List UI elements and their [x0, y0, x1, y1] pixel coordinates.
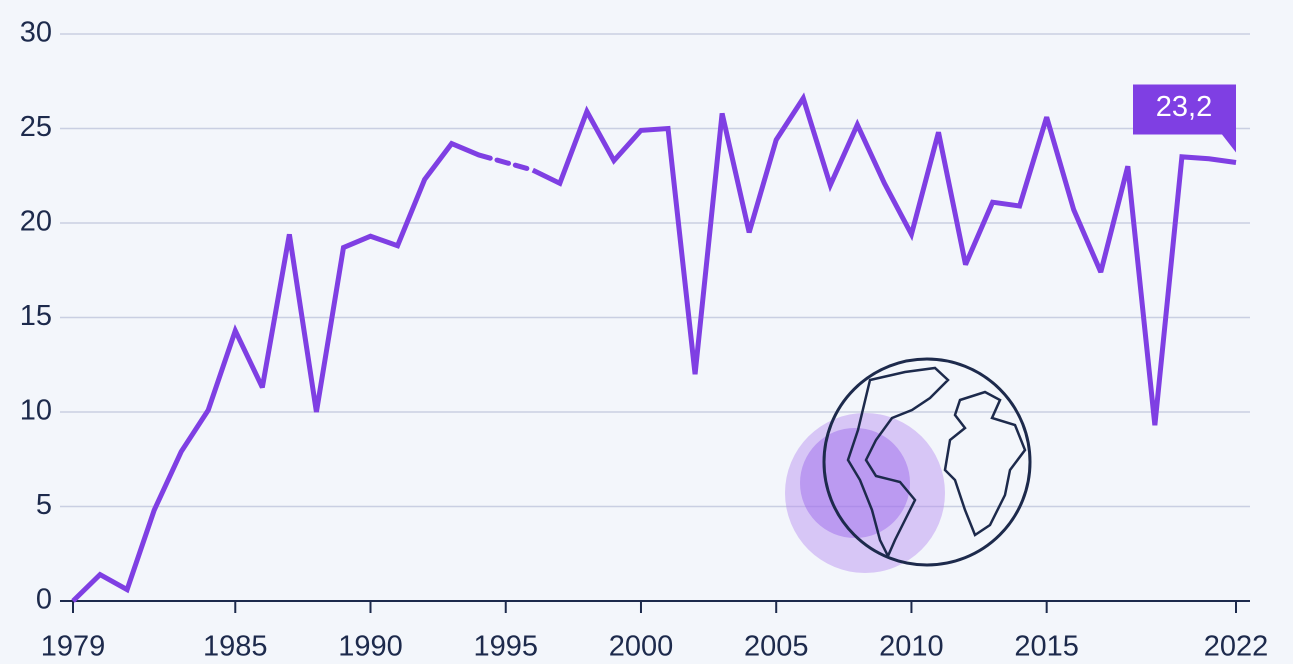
x-tick-label: 1979: [41, 631, 106, 663]
x-tick-label: 2000: [609, 631, 674, 663]
axes: 0 5 10 15 20 25 30 1979 1985 1990 1995 2000 2005 2010…: [20, 17, 1269, 663]
x-tick-label: 2010: [879, 631, 944, 663]
y-tick-label: 10: [20, 395, 52, 427]
value-label-box: [1133, 84, 1236, 153]
globe-halo: [800, 428, 910, 538]
y-tick-label: 25: [20, 111, 52, 143]
globe-africa-europe: [943, 390, 1027, 537]
x-tick-label: 2005: [744, 631, 809, 663]
globe-americas: [846, 366, 950, 559]
x-tick-label: 1985: [203, 631, 268, 663]
x-tick-label: 1990: [338, 631, 403, 663]
line-series: [71, 140, 480, 603]
x-tick-label: 2015: [1014, 631, 1079, 663]
line-series: [531, 92, 1237, 426]
y-tick-label: 5: [36, 489, 52, 521]
y-tick-label: 15: [20, 300, 52, 332]
x-tick-label: 2022: [1204, 631, 1269, 663]
gap-bridge: [476, 152, 536, 173]
globe-illustration: [785, 357, 1032, 573]
globe-outline: [822, 357, 1032, 567]
value-label: 23,2: [1156, 91, 1212, 123]
line-layer: [71, 92, 1237, 603]
y-tick-label: 0: [36, 584, 52, 616]
y-tick-label: 20: [20, 206, 52, 238]
y-tick-label: 30: [20, 17, 52, 49]
x-tick-label: 1995: [473, 631, 538, 663]
